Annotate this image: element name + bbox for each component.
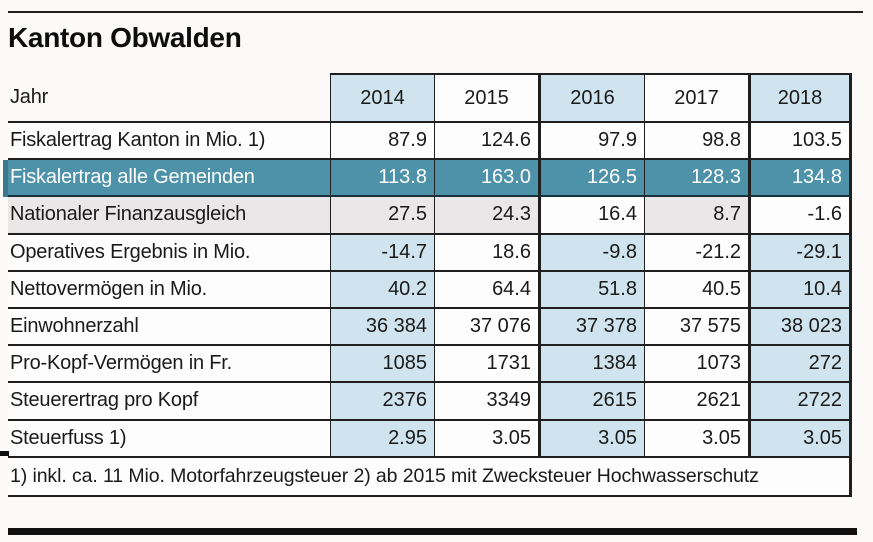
table-footnote: 1) inkl. ca. 11 Mio. Motorfahrzeugsteuer… [8, 457, 852, 497]
value-cell: 3.05 [644, 420, 748, 458]
value-cell: 64.4 [434, 271, 538, 309]
value-cell: 1085 [330, 346, 434, 384]
value-cell: 8.7 [644, 197, 748, 235]
row-label: Nationaler Finanzausgleich [8, 197, 330, 235]
row-label: Steuerfuss 1) [8, 420, 330, 458]
row-label: Operatives Ergebnis in Mio. [8, 234, 330, 272]
data-table: Jahr 2014 2015 2016 2017 2018 Fiskalertr… [8, 73, 852, 497]
value-cell: 18.6 [434, 234, 538, 272]
value-cell: 134.8 [748, 160, 852, 198]
value-cell: 36 384 [330, 308, 434, 347]
value-cell: 163.0 [434, 160, 538, 198]
value-cell: 2722 [748, 383, 852, 421]
print-registration-mark [0, 451, 9, 456]
year-header: 2016 [538, 73, 644, 123]
value-cell: 87.9 [330, 123, 434, 161]
value-cell: 2621 [644, 383, 748, 421]
row-label: Nettovermögen in Mio. [8, 271, 330, 309]
value-cell: -14.7 [330, 234, 434, 272]
value-cell: 51.8 [538, 271, 644, 309]
year-header: 2015 [434, 73, 538, 123]
value-cell: 97.9 [538, 123, 644, 161]
value-cell: 3.05 [748, 420, 852, 458]
value-cell: 98.8 [644, 123, 748, 161]
value-cell: 1073 [644, 346, 748, 384]
row-label: Fiskalertrag Kanton in Mio. 1) [8, 123, 330, 161]
value-cell: 40.5 [644, 271, 748, 309]
value-cell: 2615 [538, 383, 644, 421]
row-label: Einwohnerzahl [8, 308, 330, 347]
value-cell: 10.4 [748, 271, 852, 309]
value-cell: 24.3 [434, 197, 538, 235]
value-cell: 40.2 [330, 271, 434, 309]
value-cell: 1384 [538, 346, 644, 384]
row-label-highlighted: Fiskalertrag alle Gemeinden [8, 160, 330, 198]
top-rule [8, 11, 863, 13]
value-cell: 37 575 [644, 308, 748, 347]
value-cell: -9.8 [538, 234, 644, 272]
value-cell: 3.05 [538, 420, 644, 458]
value-cell: 1731 [434, 346, 538, 384]
row-label: Steuerertrag pro Kopf [8, 383, 330, 421]
value-cell: -21.2 [644, 234, 748, 272]
header-label-jahr: Jahr [8, 73, 330, 123]
value-cell: 126.5 [538, 160, 644, 198]
value-cell: 124.6 [434, 123, 538, 161]
value-cell: 2.95 [330, 420, 434, 458]
value-cell: 113.8 [330, 160, 434, 198]
value-cell: 128.3 [644, 160, 748, 198]
year-header: 2017 [644, 73, 748, 123]
value-cell: -29.1 [748, 234, 852, 272]
value-cell: 37 378 [538, 308, 644, 347]
value-cell: 103.5 [748, 123, 852, 161]
value-cell: 27.5 [330, 197, 434, 235]
value-cell: -1.6 [748, 197, 852, 235]
page-title: Kanton Obwalden [8, 22, 242, 53]
value-cell: 38 023 [748, 308, 852, 347]
year-header: 2018 [748, 73, 852, 123]
value-cell: 272 [748, 346, 852, 384]
row-label: Pro-Kopf-Vermögen in Fr. [8, 346, 330, 384]
value-cell: 3.05 [434, 420, 538, 458]
value-cell: 3349 [434, 383, 538, 421]
value-cell: 2376 [330, 383, 434, 421]
year-header: 2014 [330, 73, 434, 123]
value-cell: 16.4 [538, 197, 644, 235]
bottom-rule [8, 528, 857, 535]
value-cell: 37 076 [434, 308, 538, 347]
